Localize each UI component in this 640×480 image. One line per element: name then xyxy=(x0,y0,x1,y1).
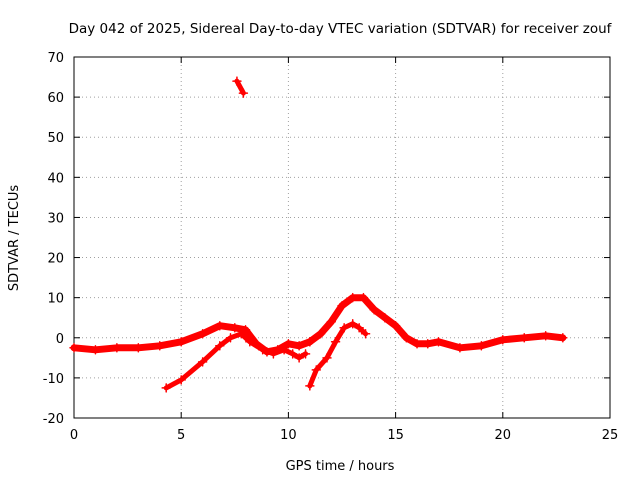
x-axis-label: GPS time / hours xyxy=(286,459,395,474)
data-point xyxy=(305,381,315,391)
x-tick-label: 25 xyxy=(602,428,619,443)
data-point xyxy=(305,337,315,347)
series-outlier xyxy=(232,76,249,98)
data-point xyxy=(283,339,294,349)
x-axis: 0 5 10 15 20 25 xyxy=(70,57,618,443)
data-point xyxy=(315,329,326,339)
data-point xyxy=(322,353,332,363)
data-point xyxy=(90,345,101,355)
data-point xyxy=(498,335,508,345)
data-point xyxy=(360,329,371,339)
plot-frame xyxy=(73,56,611,419)
data-point xyxy=(540,331,551,341)
y-tick-label: 40 xyxy=(47,171,64,186)
data-point xyxy=(257,345,268,355)
data-point xyxy=(558,333,568,343)
data-point xyxy=(412,339,422,349)
y-tick-label: -20 xyxy=(43,412,64,427)
data-point xyxy=(215,320,225,331)
data-point xyxy=(401,333,412,343)
x-tick-label: 15 xyxy=(387,428,404,443)
data-series xyxy=(69,76,568,393)
x-tick-label: 5 xyxy=(177,428,185,443)
data-point xyxy=(197,357,208,367)
data-point xyxy=(390,320,401,331)
data-point xyxy=(330,337,341,347)
x-tick-label: 0 xyxy=(70,428,78,443)
x-tick-label: 10 xyxy=(280,428,297,443)
y-axis-label: SDTVAR / TECUs xyxy=(7,185,22,292)
data-point xyxy=(287,349,298,359)
y-tick-label: 0 xyxy=(56,332,64,347)
data-point xyxy=(455,343,465,353)
data-point xyxy=(112,343,122,353)
data-point xyxy=(347,318,358,329)
data-point xyxy=(423,339,433,349)
data-point xyxy=(133,343,144,353)
data-point xyxy=(311,365,322,375)
data-point xyxy=(240,325,251,335)
x-tick-label: 20 xyxy=(495,428,512,443)
data-point xyxy=(238,88,249,98)
data-point xyxy=(232,76,242,86)
y-tick-label: 10 xyxy=(47,292,64,307)
data-point xyxy=(339,323,349,333)
data-point xyxy=(69,343,79,353)
data-point xyxy=(225,333,236,343)
y-tick-label: 50 xyxy=(47,131,64,146)
data-point xyxy=(347,292,358,303)
data-point xyxy=(176,337,186,347)
data-point xyxy=(369,304,379,315)
data-point xyxy=(294,341,304,351)
grid-lines xyxy=(74,57,610,418)
series-line xyxy=(70,322,314,356)
data-point xyxy=(300,349,311,359)
y-axis: -20 -10 0 10 20 30 40 50 60 70 xyxy=(43,51,610,427)
data-point xyxy=(337,300,347,311)
data-point xyxy=(197,329,208,339)
y-tick-label: 60 xyxy=(47,91,64,106)
data-point xyxy=(268,349,279,359)
data-point xyxy=(519,333,529,343)
data-point xyxy=(230,323,240,333)
chart-title: Day 042 of 2025, Sidereal Day-to-day VTE… xyxy=(69,21,613,37)
data-point xyxy=(215,341,225,351)
data-point xyxy=(354,323,364,333)
y-tick-label: -10 xyxy=(43,372,64,387)
data-point xyxy=(326,316,337,327)
data-point xyxy=(279,345,289,355)
series-arc-a xyxy=(161,329,311,393)
data-point xyxy=(176,375,186,385)
data-point xyxy=(358,292,369,303)
data-point xyxy=(155,341,165,351)
data-point xyxy=(236,329,246,339)
data-point xyxy=(245,337,255,347)
y-tick-label: 30 xyxy=(47,211,64,226)
data-point xyxy=(294,353,304,363)
data-point xyxy=(433,337,444,347)
series-arc-b xyxy=(305,318,371,391)
y-tick-label: 20 xyxy=(47,252,64,267)
series-line xyxy=(234,78,246,96)
y-tick-label: 70 xyxy=(47,51,64,66)
series-band-2 xyxy=(305,292,568,353)
data-point xyxy=(161,383,171,393)
data-point xyxy=(380,312,390,323)
data-point xyxy=(476,341,487,351)
